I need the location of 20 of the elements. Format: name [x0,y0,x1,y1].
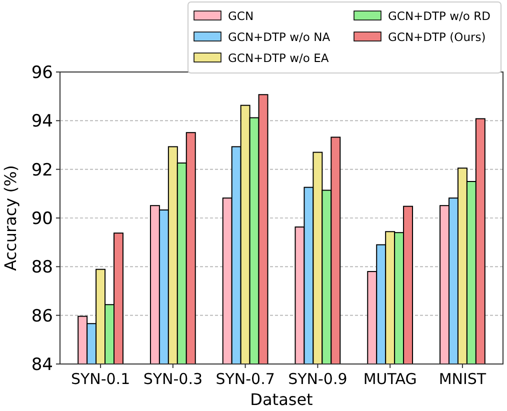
y-axis-title: Accuracy (%) [1,165,20,271]
y-tick-label: 96 [31,62,53,83]
legend-label: GCN [228,9,254,23]
x-axis-title: Dataset [250,390,313,409]
y-tick-label: 88 [31,258,53,278]
x-tick-label: SYN-0.3 [143,370,203,388]
legend-label: GCN+DTP w/o RD [388,9,491,23]
x-tick-label: SYN-0.1 [70,370,130,388]
y-tick-label: 94 [31,112,53,132]
y-tick-label: 86 [31,306,53,326]
legend-label: GCN+DTP (Ours) [388,30,486,44]
y-tick-label: 90 [31,208,53,229]
legend-label: GCN+DTP w/o EA [228,51,329,65]
x-tick-label: MNIST [438,370,487,388]
y-tick-label: 92 [31,160,53,180]
x-tick-label: SYN-0.9 [288,370,348,388]
x-tick-label: SYN-0.7 [216,370,275,388]
legend-label: GCN+DTP w/o NA [228,30,330,44]
x-tick-label: MUTAG [363,370,417,388]
y-tick-label: 84 [31,354,53,375]
